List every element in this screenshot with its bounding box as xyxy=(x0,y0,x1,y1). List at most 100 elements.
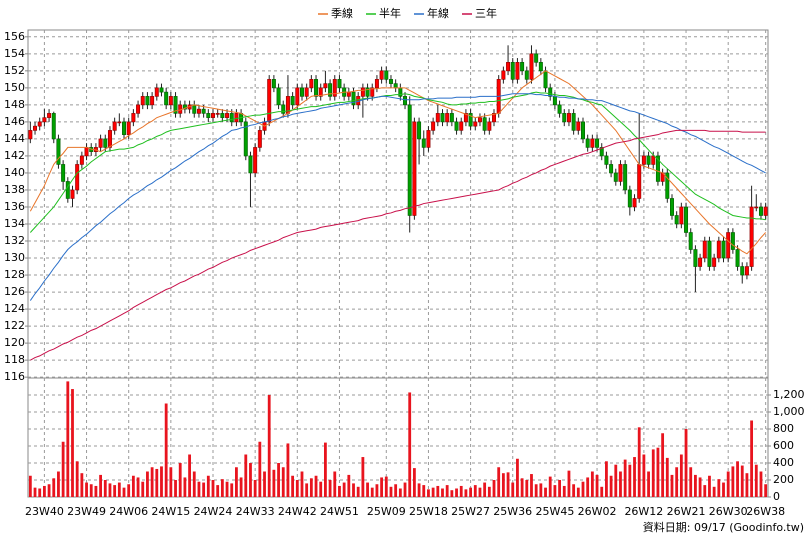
candle-body xyxy=(309,79,314,89)
candle-body xyxy=(595,138,600,148)
volume-bar xyxy=(558,480,561,497)
volume-bar xyxy=(113,485,117,497)
volume-bar xyxy=(628,464,632,497)
candle-body xyxy=(538,62,543,72)
volume-bar xyxy=(206,475,210,497)
volume-bar xyxy=(469,487,472,497)
candle-body xyxy=(679,206,684,225)
x-tick-label: 24W42 xyxy=(278,505,317,518)
volume-bar xyxy=(501,473,505,497)
volume-bar xyxy=(52,478,56,497)
candle-body xyxy=(248,155,253,174)
candle-body xyxy=(562,113,567,123)
candle-body xyxy=(463,113,468,123)
volume-bar xyxy=(258,441,262,497)
candle-body xyxy=(557,104,562,114)
candle-body xyxy=(388,79,393,84)
volume-bar xyxy=(516,458,519,497)
candle-body xyxy=(646,155,651,165)
candle-body xyxy=(164,91,169,106)
candle-body xyxy=(304,87,309,97)
y-tick-label: 142 xyxy=(4,149,25,162)
candle-body xyxy=(225,113,230,118)
candle-body xyxy=(712,257,717,267)
candle-body xyxy=(365,87,370,97)
candle-body xyxy=(590,138,595,148)
volume-bar xyxy=(71,389,74,497)
candle-body xyxy=(735,249,740,267)
volume-bar xyxy=(562,485,566,497)
volume-bar xyxy=(581,481,585,497)
volume-bar xyxy=(235,467,238,497)
volume-bar xyxy=(300,471,304,497)
volume-bar xyxy=(726,471,730,497)
volume-bar xyxy=(366,482,369,497)
volume-bar xyxy=(623,459,627,497)
labels: 116 118 120 122 124 126 128 130 132 134 136 138 140 1… xyxy=(4,6,805,518)
candle-body xyxy=(459,121,464,131)
candle-body xyxy=(702,240,707,259)
candle-body xyxy=(445,113,450,123)
volume-bar xyxy=(267,395,271,497)
marks xyxy=(28,45,768,497)
volume-bar xyxy=(305,483,309,497)
candle-body xyxy=(688,232,693,250)
y-tick-label: 136 xyxy=(4,200,25,213)
volume-bar xyxy=(38,488,42,497)
candle-body xyxy=(206,113,211,118)
candle-body xyxy=(721,240,726,259)
volume-bar xyxy=(637,427,641,497)
volume-bar xyxy=(197,481,201,497)
volume-bar xyxy=(309,478,313,497)
y2-tick-label: 400 xyxy=(773,456,794,469)
candle-body xyxy=(253,147,258,174)
volume-bar xyxy=(85,482,88,497)
volume-bar xyxy=(57,471,60,497)
y-tick-label: 152 xyxy=(4,64,25,77)
candle-body xyxy=(314,79,319,97)
candle-body xyxy=(571,113,576,131)
candle-body xyxy=(182,104,187,110)
y-tick-label: 126 xyxy=(4,285,25,298)
volume-bar xyxy=(160,466,163,497)
volume-bar xyxy=(253,480,257,497)
volume-bar xyxy=(441,488,444,497)
candle-body xyxy=(61,164,66,182)
volume-bar xyxy=(319,481,323,497)
volume-bar xyxy=(586,477,590,497)
moving-average-line xyxy=(30,129,766,361)
candle-body xyxy=(257,130,262,148)
candle-body xyxy=(604,155,609,165)
volume-bar xyxy=(42,485,46,497)
candle-body xyxy=(229,113,234,123)
candle-body xyxy=(403,96,408,106)
y-tick-label: 128 xyxy=(4,268,25,281)
candle-body xyxy=(47,113,52,118)
volume-bar xyxy=(534,484,538,497)
candle-body xyxy=(192,104,197,114)
candle-body xyxy=(487,121,492,131)
x-tick-label: 23W40 xyxy=(25,505,64,518)
volume-bar xyxy=(174,480,177,497)
volume-bar xyxy=(108,483,112,497)
volume-bar xyxy=(384,476,388,497)
x-tick-label: 24W24 xyxy=(194,505,233,518)
y-tick-label: 156 xyxy=(4,30,25,43)
volume-bar xyxy=(703,485,707,497)
candle-body xyxy=(107,130,112,148)
volume-bar xyxy=(342,482,346,497)
candle-body xyxy=(749,206,754,267)
candle-body xyxy=(215,113,220,115)
candle-body xyxy=(351,91,356,106)
volume-bar xyxy=(263,471,266,497)
candle-body xyxy=(730,232,735,250)
data-date-note: 資料日期: 09/17 (Goodinfo.tw) xyxy=(643,520,804,534)
volume-bar xyxy=(249,463,252,497)
volume-bar xyxy=(656,447,660,497)
candle-body xyxy=(421,138,426,148)
volume-bar xyxy=(642,454,646,497)
candle-body xyxy=(529,53,534,80)
candle-body xyxy=(112,121,117,131)
x-tick-label: 26W12 xyxy=(624,505,663,518)
y-tick-label: 148 xyxy=(4,98,25,111)
